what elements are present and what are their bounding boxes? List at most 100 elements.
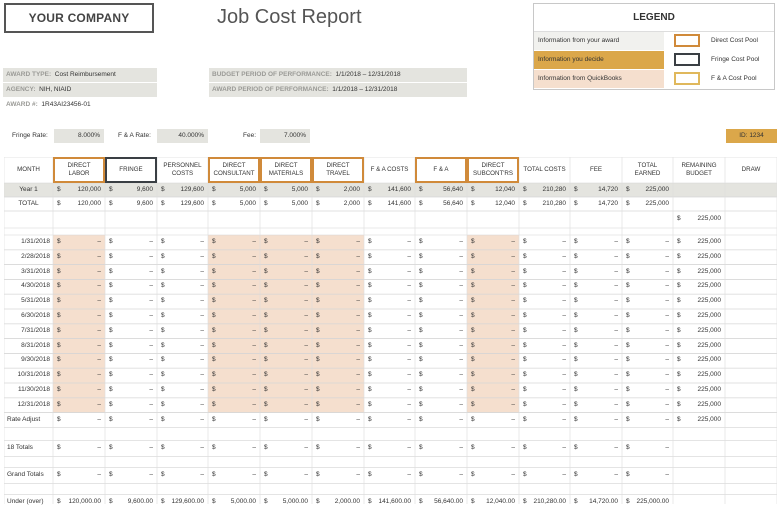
dash-cell: – [562, 415, 566, 423]
amount-cell: 2,000 [343, 185, 360, 193]
amount-cell: 120,000 [77, 185, 102, 193]
input-cell-bg [53, 323, 105, 339]
input-cell-bg [208, 353, 260, 369]
dollar-sign: $ [57, 371, 61, 379]
dollar-sign: $ [419, 371, 423, 379]
month-label: 7/31/2018 [21, 326, 50, 334]
dash-cell: – [200, 267, 204, 275]
input-cell-bg [312, 383, 364, 398]
dollar-sign: $ [419, 497, 423, 505]
dash-cell: – [304, 326, 308, 334]
dollar-sign: $ [161, 267, 165, 275]
dollar-sign: $ [471, 297, 475, 305]
dollar-sign: $ [419, 237, 423, 245]
dash-cell: – [665, 297, 669, 305]
amount-cell: 225,000 [645, 199, 670, 207]
dash-cell: – [252, 282, 256, 290]
month-label: 4/30/2018 [21, 282, 50, 290]
dollar-sign: $ [57, 237, 61, 245]
under-over-cell: 56,640.00 [434, 497, 463, 505]
header-pool-box [467, 157, 519, 183]
dash-cell: – [459, 356, 463, 364]
dollar-sign: $ [368, 415, 372, 423]
dash-cell: – [511, 326, 515, 334]
month-label: 3/31/2018 [21, 267, 50, 275]
legend-swatch-direct [674, 34, 700, 47]
budget-period-value: 1/1/2018 – 12/31/2018 [335, 71, 401, 78]
column-header: PERSONNEL COSTS [163, 162, 202, 177]
dash-cell: – [149, 471, 153, 479]
amount-cell: 5,000 [291, 199, 308, 207]
dollar-sign: $ [264, 415, 268, 423]
legend-swatch-fringe [674, 53, 700, 66]
budget-period-label: BUDGET PERIOD OF PERFORMANCE: [212, 71, 332, 78]
dollar-sign: $ [368, 311, 372, 319]
dollar-sign: $ [368, 471, 372, 479]
dash-cell: – [200, 356, 204, 364]
under-over-cell: 120,000.00 [68, 497, 101, 505]
dash-cell: – [459, 326, 463, 334]
dollar-sign: $ [316, 385, 320, 393]
dollar-sign: $ [471, 326, 475, 334]
dash-cell: – [97, 252, 101, 260]
dash-cell: – [97, 297, 101, 305]
dash-cell: – [149, 252, 153, 260]
dollar-sign: $ [316, 311, 320, 319]
legend-row-quickbooks: Information from QuickBooks F & A Cost P… [534, 70, 774, 89]
remaining-cell: 225,000 [697, 341, 722, 349]
dash-cell: – [356, 237, 360, 245]
input-cell-bg [53, 235, 105, 250]
legend-label: Information from your award [534, 32, 664, 50]
dash-cell: – [200, 326, 204, 334]
input-cell-bg [208, 397, 260, 413]
dollar-sign: $ [316, 267, 320, 275]
dash-cell: – [252, 415, 256, 423]
dollar-sign: $ [109, 400, 113, 408]
input-cell-bg [53, 264, 105, 280]
input-cell-bg [260, 353, 312, 369]
dash-cell: – [252, 371, 256, 379]
award-type-row: AWARD TYPE: Cost Reimbursement [3, 68, 157, 82]
dollar-sign: $ [57, 282, 61, 290]
input-cell-bg [53, 353, 105, 369]
dash-cell: – [252, 326, 256, 334]
dollar-sign: $ [368, 185, 372, 193]
month-label: 9/30/2018 [21, 356, 50, 364]
dash-cell: – [304, 385, 308, 393]
input-cell-bg [53, 397, 105, 413]
dash-cell: – [200, 282, 204, 290]
dollar-sign: $ [626, 199, 630, 207]
input-cell-bg [208, 309, 260, 324]
dollar-sign: $ [161, 199, 165, 207]
dollar-sign: $ [677, 237, 681, 245]
input-cell-bg [208, 249, 260, 265]
input-cell-bg [208, 294, 260, 309]
input-cell-bg [467, 279, 519, 295]
dollar-sign: $ [523, 497, 527, 505]
column-header: DIRECT CONSULTANT [213, 162, 255, 177]
header-pool-box [53, 157, 105, 183]
dash-cell: – [304, 444, 308, 452]
input-cell-bg [260, 338, 312, 354]
budget-period-row: BUDGET PERIOD OF PERFORMANCE: 1/1/2018 –… [209, 68, 467, 82]
dash-cell: – [304, 237, 308, 245]
dollar-sign: $ [419, 252, 423, 260]
company-name: YOUR COMPANY [4, 3, 154, 33]
legend-label: Information you decide [534, 51, 664, 69]
under-over-cell: 14,720.00 [589, 497, 618, 505]
dollar-sign: $ [109, 385, 113, 393]
dollar-sign: $ [626, 444, 630, 452]
dollar-sign: $ [419, 199, 423, 207]
header-pool-box [260, 157, 312, 183]
column-header: DIRECT SUBCONT'RS [472, 162, 514, 177]
remaining-cell: 225,000 [697, 371, 722, 379]
input-cell-bg [312, 368, 364, 383]
dash-cell: – [665, 267, 669, 275]
under-over-cell: 5,000.00 [282, 497, 308, 505]
legend-row-award: Information from your award Direct Cost … [534, 32, 774, 51]
dash-cell: – [356, 311, 360, 319]
dash-cell: – [97, 326, 101, 334]
dash-cell: – [407, 326, 411, 334]
column-header: DIRECT LABOR [67, 162, 91, 177]
dash-cell: – [511, 311, 515, 319]
